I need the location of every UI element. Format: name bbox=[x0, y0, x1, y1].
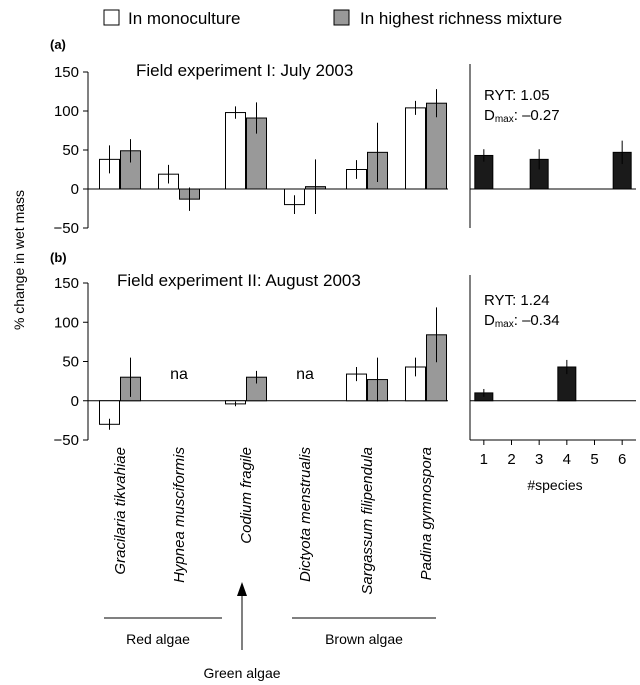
legend-swatch-mono bbox=[103, 9, 120, 26]
species-label: Gracilaria tikvahiae bbox=[112, 447, 129, 575]
ryt-annotation-b: RYT: 1.24 Dmax: –0.34 bbox=[484, 292, 560, 330]
brown-algae-label: Brown algae bbox=[325, 631, 403, 647]
y-tick-label-a: 100 bbox=[54, 103, 79, 120]
panel-b-label: (b) bbox=[50, 250, 67, 265]
dmax-value-a: Dmax: –0.27 bbox=[484, 107, 560, 125]
y-tick-label-b: 50 bbox=[62, 354, 79, 371]
legend-swatch-mix bbox=[333, 9, 350, 26]
y-axis-label: % change in wet mass bbox=[11, 190, 27, 330]
y-tick-label-b: 100 bbox=[54, 314, 79, 331]
side-x-tick-label-b: 3 bbox=[535, 451, 543, 468]
species-label: Sargassum filipendula bbox=[359, 447, 376, 595]
group-labels: Red algae Green algae Brown algae bbox=[104, 582, 436, 681]
side-x-tick-label-b: 2 bbox=[507, 451, 515, 468]
y-tick-label-a: 50 bbox=[62, 142, 79, 159]
side-x-tick-label-b: 6 bbox=[618, 451, 626, 468]
side-x-axis-label: #species bbox=[527, 477, 582, 493]
species-label: Codium fragile bbox=[238, 447, 255, 544]
species-label: Padina gymnospora bbox=[418, 447, 435, 580]
y-tick-label-b: 0 bbox=[71, 393, 79, 410]
y-tick-label-a: 0 bbox=[71, 181, 79, 198]
ryt-value-b: RYT: 1.24 bbox=[484, 292, 550, 309]
na-label-b: na bbox=[296, 366, 314, 383]
ryt-annotation-a: RYT: 1.05 Dmax: –0.27 bbox=[484, 87, 560, 125]
y-tick-label-b: −50 bbox=[54, 432, 79, 449]
legend-label-mono: In monoculture bbox=[128, 9, 240, 28]
species-label: Dictyota menstrualis bbox=[297, 447, 314, 583]
side-x-tick-label-b: 4 bbox=[563, 451, 571, 468]
red-algae-label: Red algae bbox=[126, 631, 190, 647]
panel-a-label: (a) bbox=[50, 37, 66, 52]
side-x-tick-label-b: 5 bbox=[590, 451, 598, 468]
mono-bar-a bbox=[225, 112, 246, 190]
panel-b-title: Field experiment II: August 2003 bbox=[117, 271, 361, 290]
y-tick-label-b: 150 bbox=[54, 275, 79, 292]
plot-layer: −50 0 50 100 150 −50 0 50 100 150 na na 1 2 3 4 5 6 Gracil… bbox=[54, 64, 636, 595]
green-algae-arrowhead bbox=[237, 582, 247, 596]
species-label: Hypnea musciformis bbox=[171, 447, 188, 583]
dmax-value-b: Dmax: –0.34 bbox=[484, 312, 560, 330]
legend-label-mix: In highest richness mixture bbox=[360, 9, 562, 28]
y-tick-label-a: 150 bbox=[54, 64, 79, 81]
mono-bar-a bbox=[405, 107, 426, 190]
y-tick-label-a: −50 bbox=[54, 220, 79, 237]
panel-a-title: Field experiment I: July 2003 bbox=[136, 61, 353, 80]
legend: In monoculture In highest richness mixtu… bbox=[103, 9, 562, 28]
green-algae-label: Green algae bbox=[203, 665, 280, 681]
na-label-b: na bbox=[170, 366, 188, 383]
ryt-value-a: RYT: 1.05 bbox=[484, 87, 550, 104]
side-x-tick-label-b: 1 bbox=[480, 451, 488, 468]
